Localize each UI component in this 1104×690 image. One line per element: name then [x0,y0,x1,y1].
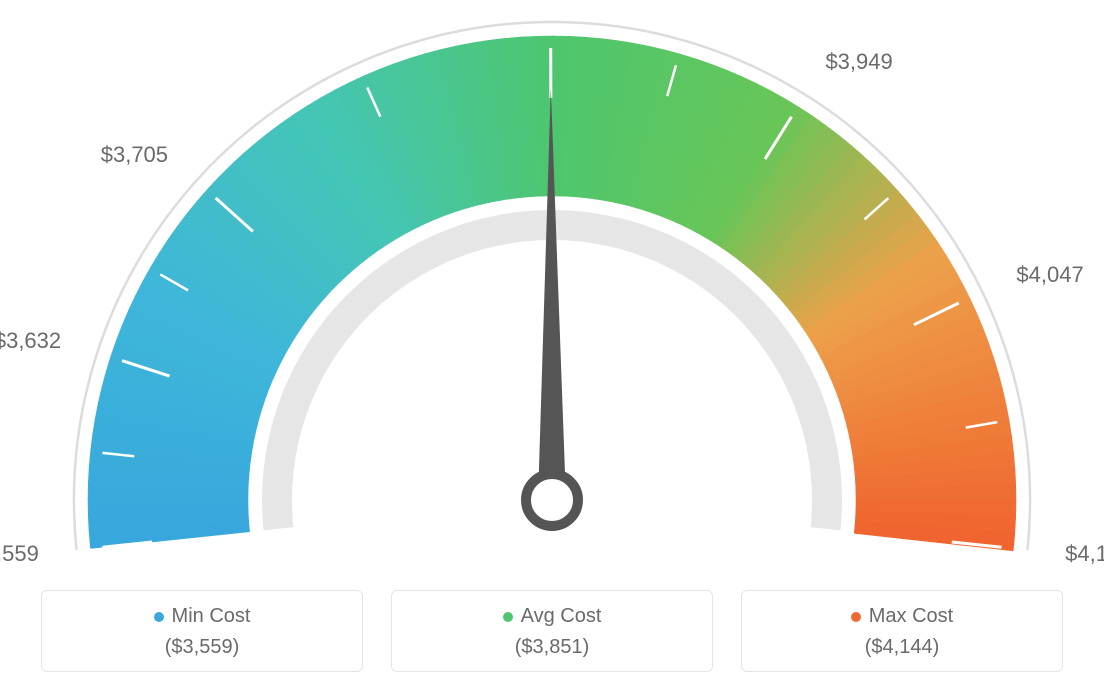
dot-max [851,612,861,622]
tick-label: $3,632 [0,328,61,354]
gauge-svg [0,0,1104,560]
legend-title-max-text: Max Cost [869,605,953,628]
tick-label: $4,047 [1016,262,1083,288]
legend-card-max: Max Cost ($4,144) [741,590,1063,672]
legend-title-max: Max Cost [851,605,953,628]
legend-card-avg: Avg Cost ($3,851) [391,590,713,672]
legend-card-min: Min Cost ($3,559) [41,590,363,672]
legend-title-avg: Avg Cost [503,605,602,628]
legend-value-max: ($4,144) [752,636,1052,659]
gauge-chart-container: $3,559$3,632$3,705$3,851$3,949$4,047$4,1… [0,0,1104,690]
gauge-area: $3,559$3,632$3,705$3,851$3,949$4,047$4,1… [0,0,1104,560]
tick-label: $4,144 [1065,541,1104,567]
dot-min [154,612,164,622]
legend-title-avg-text: Avg Cost [521,605,602,628]
legend-row: Min Cost ($3,559) Avg Cost ($3,851) Max … [0,590,1104,672]
legend-title-min: Min Cost [154,605,251,628]
dot-avg [503,612,513,622]
tick-label: $3,949 [825,49,892,75]
tick-label: $3,559 [0,541,39,567]
needle-hub [526,474,578,526]
tick-label: $3,705 [101,142,168,168]
legend-value-avg: ($3,851) [402,636,702,659]
legend-title-min-text: Min Cost [172,605,251,628]
legend-value-min: ($3,559) [52,636,352,659]
